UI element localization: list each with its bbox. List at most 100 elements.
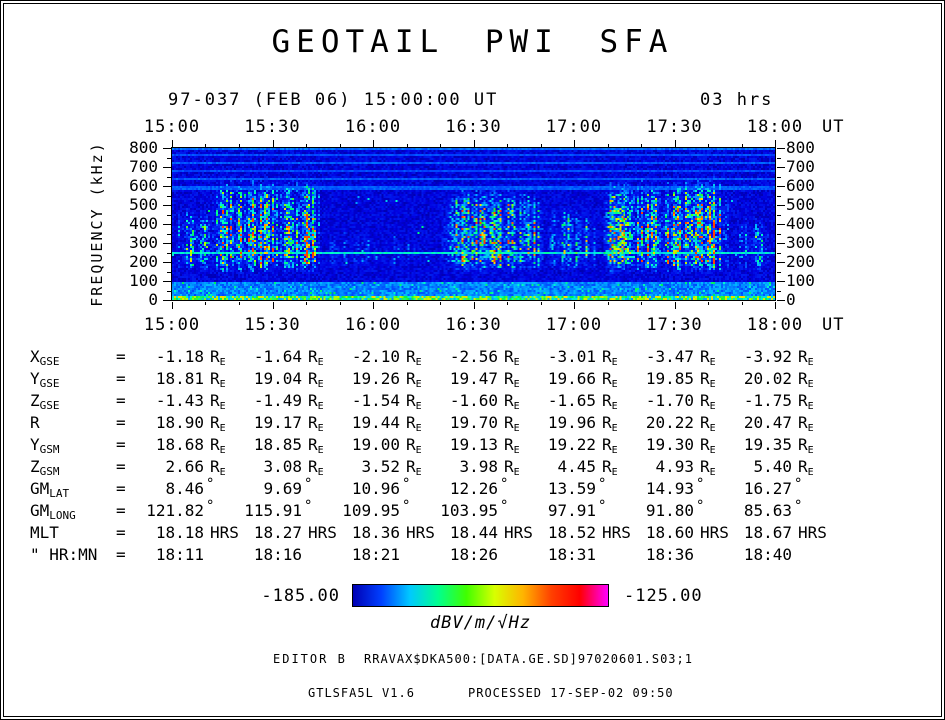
tick-mark [741, 302, 743, 305]
ephemeris-value: 121.82 ° [146, 498, 215, 520]
ephemeris-value: 19.70 RE [449, 413, 520, 434]
ephemeris-value: 4.93 RE [655, 457, 716, 478]
ephemeris-value: -2.10 RE [351, 347, 422, 368]
tick-mark [373, 140, 374, 147]
ephemeris-value: 115.91 ° [244, 498, 313, 520]
tick-mark [507, 302, 508, 305]
ephemeris-value: -3.01 RE [547, 347, 618, 368]
tick-mark [775, 140, 776, 147]
ephemeris-table: XGSE = -1.18 RE -1.64 RE -2.10 RE -2.56 RE -3.01 RE… [30, 347, 930, 567]
tick-mark [777, 214, 781, 216]
ephemeris-value: 10.96 ° [351, 476, 411, 498]
ephemeris-value: 5.40 RE [753, 457, 814, 478]
ephemeris-value: 91.80 ° [645, 498, 705, 520]
ephemeris-value: 19.44 RE [351, 413, 422, 434]
ephemeris-value: 19.22 RE [547, 435, 618, 456]
time-tick-label: 15:00 [143, 117, 201, 137]
tick-mark [775, 302, 776, 309]
ephemeris-value: 18.90 RE [155, 413, 226, 434]
tick-mark [163, 281, 171, 282]
ephemeris-value: 18.27 HRS [253, 523, 337, 542]
ephemeris-value: 18:16 [253, 545, 302, 564]
tick-mark [305, 144, 307, 147]
ephemeris-value: 9.69 ° [263, 476, 313, 498]
freq-axis-right: 800 700 600 500 400 300 200 100 0 [786, 140, 836, 308]
ephemeris-value: -1.75 RE [743, 391, 814, 412]
ephemeris-row-label: YGSE [30, 369, 60, 390]
processed-label: PROCESSED 17-SEP-02 09:50 [468, 686, 674, 700]
tick-mark [777, 300, 785, 301]
ephemeris-value: 18:21 [351, 545, 400, 564]
ephemeris-value: 14.93 ° [645, 476, 705, 498]
time-axis-bottom: 15:00 15:30 16:00 16:30 17:00 17:30 18:00 [144, 315, 802, 335]
ephemeris-value: 4.45 RE [557, 457, 618, 478]
equals-sign: = [116, 479, 126, 498]
tick-mark [574, 140, 575, 147]
ephemeris-value: 19.13 RE [449, 435, 520, 456]
tick-mark [777, 290, 781, 292]
ephemeris-value: 19.66 RE [547, 369, 618, 390]
ephemeris-value: 13.59 ° [547, 476, 607, 498]
tick-mark [777, 176, 781, 178]
time-tick-label: 18:00 [746, 117, 804, 137]
tick-mark [777, 271, 781, 273]
tick-mark [272, 302, 274, 309]
tick-mark [172, 302, 173, 309]
ephemeris-value: 18.44 HRS [449, 523, 533, 542]
freq-axis-left: 800 700 600 500 400 300 200 100 0 [108, 140, 158, 308]
ephemeris-value: 19.30 RE [645, 435, 716, 456]
time-tick-label: 16:30 [445, 315, 502, 335]
freq-tick-label: 700 [786, 157, 815, 176]
tick-mark [777, 262, 785, 263]
ephemeris-row-label: R [30, 413, 40, 432]
tick-mark [674, 140, 676, 147]
tick-mark [540, 144, 542, 147]
ephemeris-row-label: GMLAT [30, 479, 70, 500]
equals-sign: = [116, 391, 126, 410]
equals-sign: = [116, 369, 126, 388]
ephemeris-row-label: " HR:MN [30, 545, 98, 564]
tick-mark [167, 271, 171, 273]
ephemeris-value: 19.17 RE [253, 413, 324, 434]
freq-tick-label: 0 [148, 290, 158, 309]
ephemeris-row: GMLONG = 121.82 ° 115.91 ° 109.95 ° 103.95 ° 97.91… [30, 498, 930, 523]
page-title: GEOTAIL PWI SFA [271, 24, 674, 60]
ephemeris-row: R = 18.90 RE 19.17 RE 19.44 RE 19.70 RE 19.96 RE 20.… [30, 413, 930, 435]
tick-mark [167, 214, 171, 216]
colorbar-max-label: -125.00 [624, 586, 703, 606]
tick-mark [238, 144, 240, 147]
ephemeris-row-label: MLT [30, 523, 59, 542]
time-tick-label: 15:00 [143, 315, 201, 335]
tick-mark [641, 144, 642, 147]
ephemeris-value: 3.52 RE [361, 457, 422, 478]
ephemeris-value: 3.98 RE [459, 457, 520, 478]
freq-tick-label: 100 [786, 271, 815, 290]
ephemeris-value: 19.47 RE [449, 369, 520, 390]
x-ticks-top [172, 140, 776, 147]
tick-mark [163, 300, 171, 301]
freq-tick-label: 800 [129, 138, 158, 157]
equals-sign: = [116, 545, 126, 564]
ephemeris-value: 18.52 HRS [547, 523, 631, 542]
tick-mark [205, 144, 207, 147]
ephemeris-value: 18:26 [449, 545, 498, 564]
ephemeris-value: 109.95 ° [342, 498, 411, 520]
tick-mark [163, 262, 171, 263]
tick-mark [540, 302, 542, 305]
freq-tick-label: 300 [129, 233, 158, 252]
ephemeris-value: 18.68 RE [155, 435, 226, 456]
colorbar-min-label: -185.00 [261, 586, 340, 606]
tick-mark [163, 167, 171, 168]
tick-mark [507, 144, 508, 147]
ephemeris-value: 2.66 RE [165, 457, 226, 478]
tick-mark [167, 290, 171, 292]
ephemeris-row: YGSM = 18.68 RE 18.85 RE 19.00 RE 19.13 RE 19.22 RE… [30, 435, 930, 457]
ephemeris-value: -3.92 RE [743, 347, 814, 368]
ephemeris-value: 20.22 RE [645, 413, 716, 434]
tick-mark [339, 302, 341, 305]
ephemeris-row: YGSE = 18.81 RE 19.04 RE 19.26 RE 19.47 RE 19.66 RE… [30, 369, 930, 391]
duration-label: 03 hrs [700, 90, 774, 110]
tick-mark [167, 252, 171, 254]
x-ticks-bottom [172, 302, 776, 309]
time-tick-label: 16:00 [344, 117, 402, 137]
